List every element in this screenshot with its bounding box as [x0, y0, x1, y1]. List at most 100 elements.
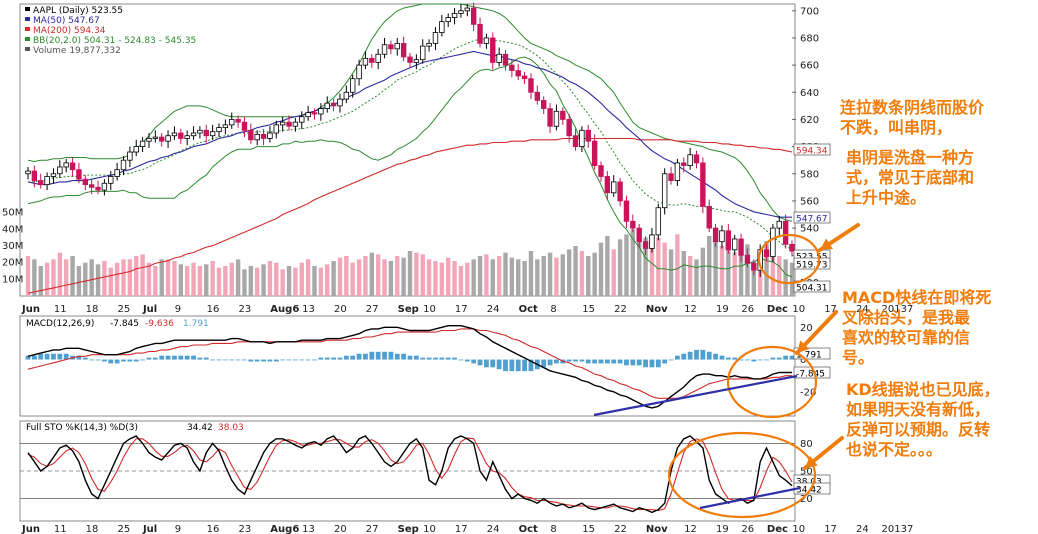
volume-bar	[433, 261, 438, 296]
stochastic-panel: 80 50 20 Full STO %K(14,3) %D(3) 34.42 38.03 3…	[19, 420, 913, 534]
volume-bar	[649, 246, 655, 296]
legend-ma50-swatch	[25, 17, 30, 21]
volume-bar	[312, 266, 317, 296]
arrow-to-price-head	[820, 238, 833, 250]
candle-down	[509, 64, 515, 71]
price-right-tag-box	[793, 143, 831, 156]
candle-down	[241, 121, 248, 131]
volume-bar	[25, 256, 31, 296]
candle-up	[318, 108, 324, 115]
legend-volume: Volume 19,877,332	[33, 46, 121, 56]
macd-histogram-bar	[439, 357, 445, 360]
macd-histogram-bar	[528, 359, 534, 372]
candle-up	[171, 132, 178, 137]
price-right-tag-box	[793, 211, 831, 224]
stochastic-x-label: 2013	[882, 524, 907, 534]
candle-up	[152, 136, 159, 139]
macd-histogram-bar	[172, 355, 177, 360]
volume-bar	[630, 229, 636, 296]
volume-bar	[140, 254, 145, 296]
candle-down	[260, 133, 267, 139]
volume-bar	[178, 264, 183, 296]
volume-bar	[197, 266, 203, 296]
macd-histogram-bar	[573, 359, 578, 362]
stochastic-x-label: Nov	[646, 524, 668, 534]
volume-bar	[127, 259, 133, 296]
macd-histogram-bar	[133, 359, 139, 362]
volume-bar	[477, 256, 483, 296]
price-x-label: 13	[302, 304, 315, 315]
macd-panel: 20 0 -20 MACD(12,26,9) -7.845 -9.636 1.791 1.79…	[19, 315, 831, 417]
price-right-tag-box	[793, 257, 831, 270]
price-right-tag: 523.55	[796, 253, 828, 263]
volume-bar	[331, 261, 336, 296]
candle-up	[279, 121, 286, 126]
macd-tick-label: 0	[800, 355, 806, 366]
candle-down	[668, 173, 674, 181]
volume-bar	[337, 257, 343, 296]
stochastic-x-label: 24	[856, 524, 869, 534]
legend-bb: BB(20,2.0) 504.31 - 524.83 - 545.35	[33, 36, 196, 46]
volume-bar	[280, 269, 285, 296]
volume-bar	[102, 261, 107, 296]
candle-up	[426, 42, 432, 47]
price-tick-label: 640	[800, 88, 819, 99]
macd-histogram-bar	[598, 359, 604, 364]
highlight-circle-price	[757, 233, 821, 285]
candle-down	[751, 263, 757, 271]
macd-histogram-bar	[222, 359, 228, 361]
macd-histogram-bar	[789, 355, 795, 360]
macd-histogram-bar	[350, 355, 356, 360]
candle-down	[490, 37, 496, 63]
price-tick-label: 540	[800, 224, 819, 235]
price-x-label: 18	[86, 304, 99, 315]
volume-bar	[89, 259, 94, 296]
volume-bar	[446, 257, 451, 296]
candle-up	[661, 173, 668, 209]
stochastic-tick-label: 20	[800, 494, 813, 505]
macd-histogram-bar	[299, 359, 305, 361]
macd-trendline	[593, 374, 798, 417]
candle-down	[789, 243, 795, 252]
price-tick-label: 560	[800, 196, 819, 207]
candle-up	[229, 119, 235, 126]
candle-down	[712, 227, 719, 243]
macd-histogram-bar	[331, 357, 336, 360]
candle-up	[649, 234, 655, 249]
price-x-label: 7	[907, 304, 913, 315]
highlight-circle-macd	[726, 345, 818, 419]
macd-histogram-bar	[643, 359, 648, 368]
candle-down	[95, 186, 101, 191]
candle-down	[82, 178, 88, 186]
candle-up	[146, 138, 152, 142]
volume-bar	[522, 261, 527, 296]
stochastic-x-label: Aug6	[270, 524, 299, 534]
macd-histogram-bar	[464, 359, 470, 362]
stochastic-x-label: 10	[423, 524, 436, 534]
bollinger-middle-line	[28, 38, 793, 249]
macd-histogram-bar	[554, 359, 559, 364]
candle-up	[394, 42, 400, 50]
candle-down	[560, 110, 566, 120]
candle-up	[190, 132, 197, 137]
volume-bar	[286, 266, 292, 296]
macd-histogram-bar	[509, 359, 515, 372]
volume-bar	[293, 267, 298, 296]
volume-bar	[146, 262, 152, 296]
macd-legend-value: -7.845	[110, 319, 139, 329]
price-x-label: Jul	[142, 304, 157, 315]
macd-right-tag-box	[793, 347, 831, 360]
price-x-label: 24	[487, 304, 500, 315]
price-right-tag: 504.31	[796, 284, 828, 294]
macd-histogram-bar	[624, 359, 629, 366]
volume-bar	[318, 267, 324, 296]
volume-bar	[344, 256, 349, 296]
candle-down	[642, 241, 649, 249]
candle-up	[292, 121, 299, 127]
volume-bar	[643, 237, 648, 296]
volume-bar	[566, 249, 572, 296]
volume-bar	[560, 254, 565, 296]
macd-histogram-bar	[159, 355, 165, 360]
macd-histogram-bar	[191, 355, 196, 360]
candle-up	[719, 230, 725, 243]
